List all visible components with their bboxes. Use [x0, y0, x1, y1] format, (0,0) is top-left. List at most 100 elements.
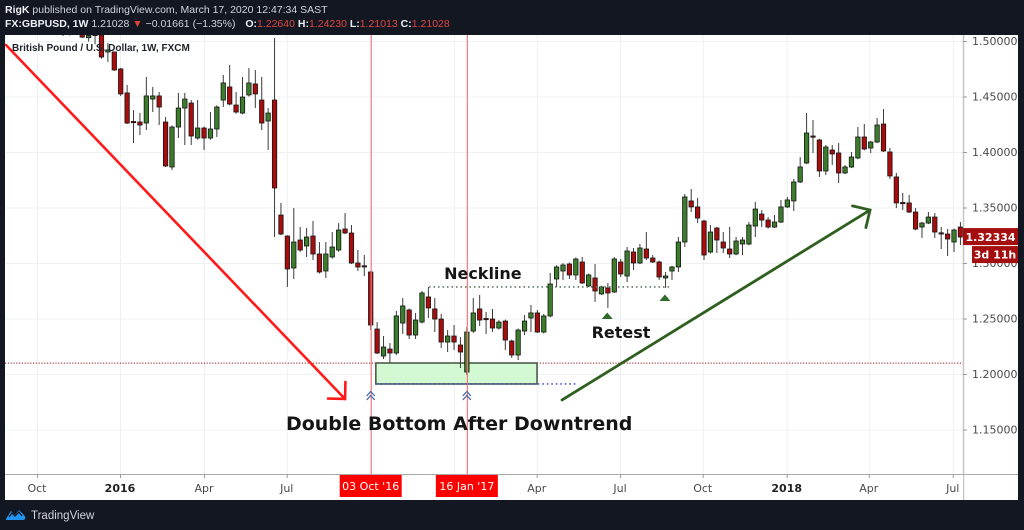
- current-price-badge: [963, 228, 1018, 246]
- candle-body-down: [451, 335, 457, 343]
- candle: [637, 244, 643, 265]
- price-tick-label: 1.50000: [972, 35, 1018, 48]
- candle-body-down: [714, 227, 720, 241]
- candle-body-down: [579, 261, 585, 284]
- candle: [477, 294, 483, 327]
- candle-body-up: [143, 95, 149, 124]
- candle: [675, 237, 681, 272]
- support-zone-box[interactable]: [375, 362, 538, 385]
- candle: [393, 310, 399, 356]
- time-axis[interactable]: Oct 2016 Apr Jul Apr Jul Oct 2018 Apr Jul 03 Oct '…: [5, 474, 1018, 500]
- candle: [92, 35, 98, 45]
- tradingview-brand[interactable]: TradingView: [31, 510, 95, 522]
- candle-body-down: [374, 328, 380, 354]
- price-axis[interactable]: 1.500001.450001.400001.350001.300001.250…: [962, 35, 1018, 500]
- candle-body-down: [880, 123, 887, 152]
- candle-body-up: [951, 229, 957, 243]
- candle-body-down: [945, 233, 951, 240]
- candle: [842, 164, 848, 175]
- candle-body-down: [656, 261, 662, 278]
- candle: [771, 215, 778, 229]
- candle: [259, 76, 265, 131]
- candle: [412, 312, 419, 340]
- candle: [855, 127, 861, 160]
- plot-area[interactable]: Neckline Retest Double Bottom After Downtr…: [5, 35, 963, 474]
- candle-body-down: [348, 232, 355, 264]
- time-tick-label: Oct: [693, 482, 713, 495]
- candle: [714, 226, 720, 254]
- candle-body-up: [521, 320, 528, 332]
- chart-panel[interactable]: British Pound / U.S. Dollar, 1W, FXCM Ne…: [5, 35, 1018, 500]
- candle: [150, 86, 156, 113]
- candle-body-up: [220, 82, 226, 101]
- downtrend-arrow-head: [326, 380, 347, 401]
- downtrend-arrow[interactable]: [5, 43, 347, 401]
- candle: [310, 221, 316, 260]
- author-name[interactable]: RigK: [5, 4, 30, 16]
- chart-canvas[interactable]: Neckline Retest Double Bottom After Downtr…: [5, 35, 1018, 500]
- candle-body-up: [560, 264, 566, 272]
- candle: [701, 219, 707, 260]
- candles: [62, 35, 963, 375]
- candle: [951, 228, 957, 253]
- candle: [329, 232, 335, 259]
- downtrend-arrow-shaft: [5, 43, 347, 401]
- candle: [445, 330, 451, 353]
- candle-body-down: [502, 320, 508, 341]
- candle-body-up: [662, 275, 669, 279]
- candle-body-up: [707, 231, 714, 253]
- change-down-arrow-icon: ▼: [132, 18, 143, 30]
- price-tick-label: 1.45000: [972, 90, 1018, 103]
- price-axis-background[interactable]: [963, 35, 1018, 500]
- candle-body-down: [425, 296, 431, 309]
- candle: [784, 196, 790, 209]
- candle-body-up: [470, 312, 476, 332]
- candle-body-up: [675, 241, 681, 268]
- retest-triangle-up-icon: [659, 294, 671, 301]
- candle: [284, 235, 290, 287]
- candle: [470, 297, 476, 333]
- candle-body-down: [861, 136, 867, 150]
- high-label: H:: [297, 18, 309, 30]
- candle: [868, 140, 874, 153]
- candle-body-down: [92, 35, 98, 36]
- candle-body-down: [534, 312, 540, 333]
- candle: [265, 108, 271, 150]
- chevron-up-icon: [366, 390, 376, 397]
- candle-body-down: [701, 220, 707, 256]
- candle-body-down: [727, 248, 733, 255]
- candle: [182, 92, 188, 145]
- candle: [797, 156, 803, 184]
- candle: [816, 138, 823, 177]
- tradingview-cloud-icon[interactable]: [5, 507, 27, 526]
- candle-body-up: [182, 98, 188, 109]
- candle: [124, 84, 130, 125]
- candle-body-up: [105, 49, 111, 53]
- candle-body-up: [624, 250, 630, 277]
- candle: [579, 256, 585, 285]
- price-tick-label: 1.25000: [972, 312, 1018, 325]
- symbol-interval[interactable]: FX:GBPUSD, 1W: [5, 18, 89, 30]
- candle: [188, 100, 194, 145]
- candle-body-up: [528, 312, 534, 319]
- close-value: 1.21028: [411, 18, 450, 30]
- candle: [271, 37, 278, 238]
- candle: [220, 74, 226, 108]
- candle-body-up: [919, 222, 925, 228]
- retest-label: Retest: [592, 323, 651, 342]
- uptrend-arrow[interactable]: [560, 204, 872, 402]
- candle: [829, 144, 835, 165]
- date-marker-badge[interactable]: [339, 475, 402, 497]
- candle-body-up: [323, 253, 329, 272]
- uptrend-arrow-shaft: [560, 208, 872, 402]
- candle-body-up: [733, 240, 739, 255]
- candle-body-down: [201, 127, 207, 139]
- uptrend-arrow-head: [851, 204, 872, 229]
- candle: [528, 304, 534, 333]
- candle: [560, 262, 566, 280]
- date-marker-badge[interactable]: [435, 475, 498, 497]
- candle-body-down: [566, 263, 573, 276]
- candle-body-up: [547, 283, 553, 317]
- candle: [887, 147, 893, 179]
- candle-body-down: [227, 86, 233, 105]
